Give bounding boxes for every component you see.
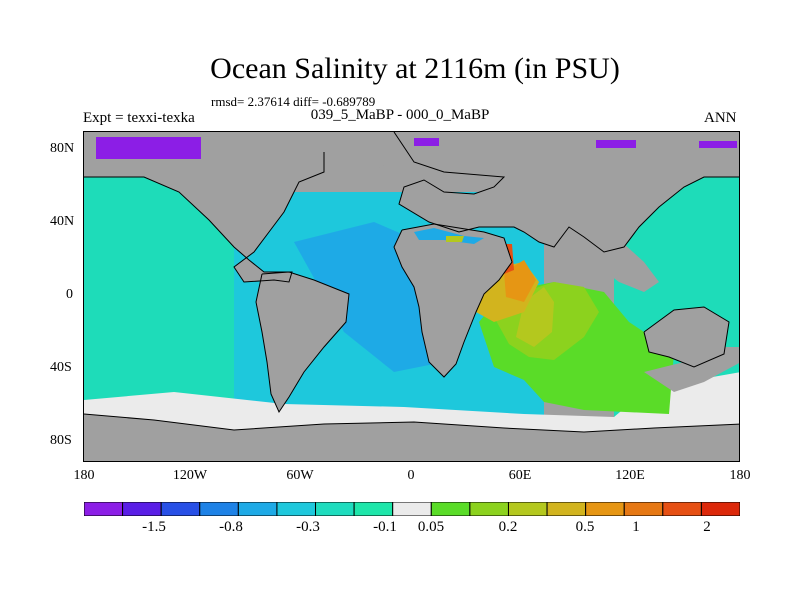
subtitle: 039_5_MaBP - 000_0_MaBP — [310, 107, 490, 123]
colorbar-label: 0.5 — [575, 519, 595, 535]
colorbar-label: 0.2 — [498, 519, 518, 535]
colorbar-label: -0.1 — [373, 519, 397, 535]
coastline-australia — [643, 306, 730, 368]
colorbar-label: -0.8 — [219, 519, 243, 535]
arctic-anomaly-west — [96, 137, 201, 159]
coastline-antarctica — [84, 413, 739, 433]
colorbar-swatch — [507, 502, 548, 516]
colorbar-swatch — [353, 502, 394, 516]
arctic-anomaly-east-2 — [699, 141, 737, 148]
lon-label-120w: 120W — [172, 468, 208, 483]
colorbar-swatch — [662, 502, 702, 516]
colorbar-swatch — [469, 502, 509, 516]
colorbar — [84, 502, 740, 516]
land-north-america — [84, 132, 324, 282]
lon-label-180w: 180 — [73, 468, 95, 483]
lat-label-40s: 40S — [50, 360, 72, 375]
lat-label-40n: 40N — [50, 214, 75, 229]
colorbar-swatch — [585, 502, 625, 516]
lon-label-60w: 60W — [286, 468, 314, 483]
colorbar-swatch — [546, 502, 587, 516]
coastline-south-america — [255, 271, 350, 414]
colorbar-swatch — [315, 502, 355, 516]
salinity-map-canvas — [84, 132, 739, 461]
colorbar-label: 1 — [632, 519, 640, 535]
ocean-southern — [84, 372, 739, 432]
land-eurasia — [394, 132, 739, 252]
colorbar-label: 2 — [703, 519, 711, 535]
arctic-anomaly-central — [414, 138, 439, 146]
colorbar-swatch — [122, 502, 162, 516]
coastline-africa — [393, 223, 513, 378]
land-australia — [644, 307, 729, 367]
land-greenland — [324, 132, 394, 177]
lon-label-120e: 120E — [615, 468, 645, 483]
land-india — [554, 242, 584, 282]
colorbar-swatch — [237, 502, 278, 516]
land-south-america — [256, 272, 349, 412]
lat-label-80n: 80N — [50, 141, 75, 156]
land-africa — [394, 224, 512, 377]
colorbar-swatch — [430, 502, 471, 516]
plot-title: Ocean Salinity at 2116m (in PSU) — [210, 52, 620, 85]
lon-label-60e: 60E — [508, 468, 532, 483]
colorbar-swatch — [392, 502, 432, 516]
colorbar-swatch — [276, 502, 317, 516]
colorbar-swatch — [84, 502, 124, 516]
lon-label-0: 0 — [407, 468, 415, 483]
season-label: ANN — [704, 110, 737, 126]
lat-label-80s: 80S — [50, 433, 72, 448]
land-southeast-asia — [589, 237, 659, 292]
arctic-anomaly-east-1 — [596, 140, 636, 148]
colorbar-label: 0.05 — [417, 519, 445, 535]
colorbar-swatch — [623, 502, 664, 516]
mediterranean-east — [446, 236, 464, 242]
rmsd-diff-stats: rmsd= 2.37614 diff= -0.689789 — [211, 94, 376, 109]
land-antarctica — [84, 414, 739, 461]
coastlines — [84, 132, 739, 433]
coastline-eurasia — [393, 132, 739, 253]
lon-label-180e: 180 — [729, 468, 751, 483]
salinity-map — [83, 131, 740, 462]
colorbar-swatch — [160, 502, 201, 516]
experiment-label: Expt = texxi-texka — [83, 110, 195, 126]
colorbar-label: -0.3 — [296, 519, 320, 535]
colorbar-swatch — [700, 502, 740, 516]
lat-label-0: 0 — [66, 287, 73, 302]
coastline-north-america — [84, 152, 325, 283]
colorbar-label: -1.5 — [142, 519, 166, 535]
colorbar-swatch — [199, 502, 239, 516]
